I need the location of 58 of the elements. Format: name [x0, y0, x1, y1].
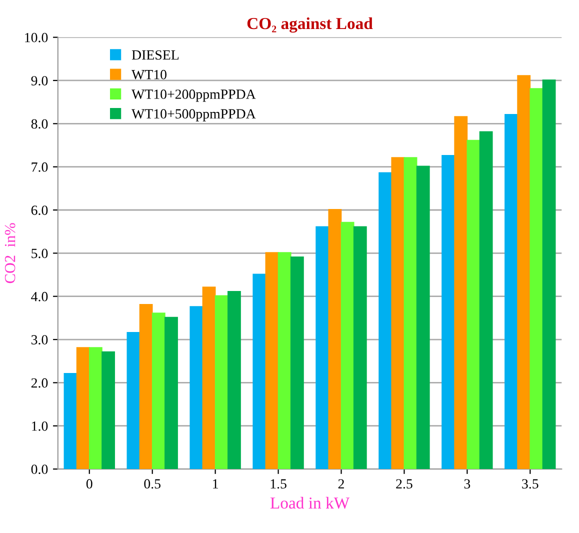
- chart-title: CO₂ against Load: [247, 17, 373, 33]
- x-tick-label: 1: [213, 479, 218, 488]
- y-tick-label: 0.0: [31, 464, 48, 474]
- bar: [328, 208, 342, 470]
- bar: [340, 222, 354, 470]
- bar: [64, 373, 78, 470]
- y-tick-label: 5.0: [32, 248, 48, 258]
- y-tick-label: 1.0: [32, 421, 48, 431]
- x-tick-label: 0.5: [144, 479, 160, 489]
- x-tick-label: 3.5: [522, 479, 538, 489]
- bar: [76, 347, 90, 470]
- x-tick-label: 2.5: [396, 479, 412, 489]
- legend-label: WT10+500ppmPPDA: [132, 109, 256, 122]
- bar: [530, 88, 544, 470]
- legend-label: WT10+200ppmPPDA: [132, 90, 256, 102]
- bar: [517, 75, 531, 470]
- bar: [139, 304, 153, 470]
- bar: [265, 252, 279, 470]
- y-tick-label: 3.0: [31, 335, 48, 345]
- bar: [88, 347, 102, 470]
- bar: [102, 351, 115, 470]
- x-tick-label: 0: [86, 479, 92, 489]
- bar: [391, 157, 405, 470]
- bar: [278, 252, 292, 470]
- bar: [290, 256, 304, 470]
- x-tick-label: 2: [338, 479, 344, 488]
- y-tick-label: 4.0: [31, 292, 48, 302]
- y-tick-label: 7.0: [32, 162, 48, 172]
- bar: [479, 131, 493, 470]
- bar: [504, 114, 518, 470]
- y-tick-label: 2.0: [31, 378, 48, 388]
- bar: [202, 286, 216, 470]
- bar: [316, 226, 330, 470]
- bar: [152, 312, 166, 470]
- bar: [353, 226, 367, 470]
- bar: [252, 274, 266, 470]
- bar: [442, 154, 456, 470]
- y-tick-label: 9.0: [31, 76, 48, 86]
- x-axis-title: Load in kW: [270, 496, 350, 509]
- legend-label: WT10: [132, 70, 166, 80]
- bar: [416, 166, 430, 470]
- bar: [214, 295, 228, 470]
- bar: [227, 290, 241, 470]
- x-tick-label: 1.5: [270, 479, 286, 489]
- bar: [404, 157, 418, 470]
- bar: [190, 306, 204, 470]
- y-tick-label: 8.0: [31, 119, 48, 129]
- bar: [164, 316, 178, 470]
- bar: [126, 332, 140, 470]
- bar: [378, 172, 392, 470]
- bar: [454, 116, 468, 470]
- y-tick-label: 10.0: [25, 32, 48, 42]
- y-axis-title: CO2 in%: [4, 223, 16, 284]
- bar: [542, 79, 556, 470]
- y-tick-label: 6.0: [31, 206, 48, 216]
- legend-label: DIESEL: [132, 50, 179, 60]
- x-tick-label: 3: [464, 479, 470, 489]
- bar: [466, 140, 480, 470]
